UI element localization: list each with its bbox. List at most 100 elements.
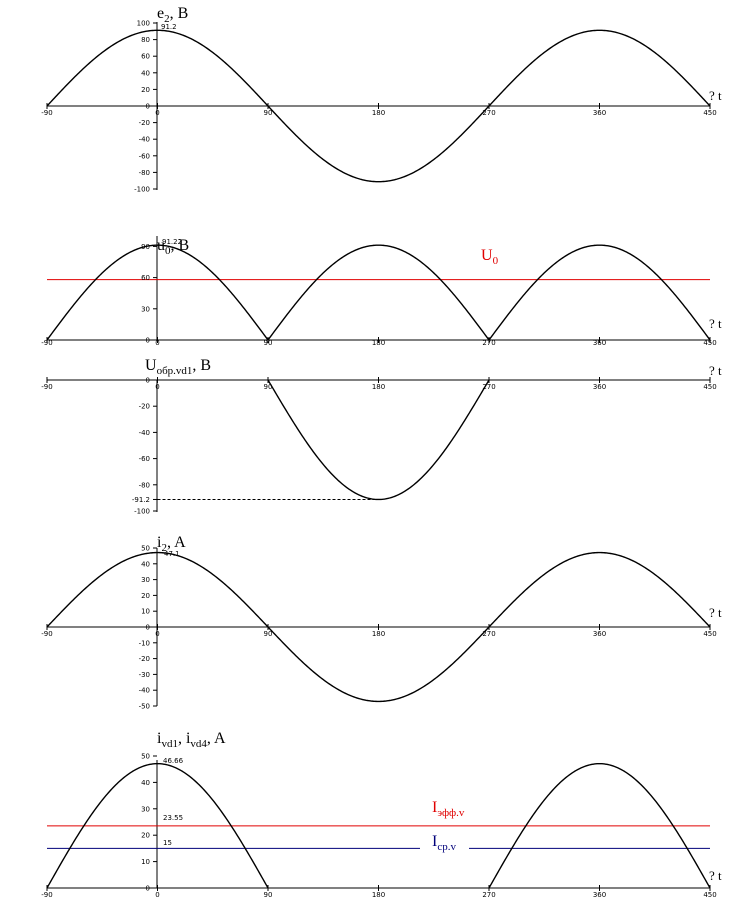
ivd-xlabel: ? t (709, 868, 722, 883)
ureverse-y-tick-label: -80 (139, 481, 150, 489)
e2-y-tick-label: -100 (134, 186, 150, 194)
e2-y-tick-label: -80 (139, 169, 150, 177)
e2-y-tick-label: 60 (141, 53, 150, 61)
ureverse-xlabel: ? t (709, 363, 722, 378)
u0-y-tick-label: 0 (146, 337, 150, 345)
e2-curve (46, 29, 711, 183)
u0-x-tick-label: 0 (155, 339, 159, 347)
ureverse-y-tick-label: -20 (139, 403, 150, 411)
e2-y-tick-label: 100 (137, 20, 150, 28)
ivd-y-tick-label: 40 (141, 779, 150, 787)
e2-x-tick-label: 180 (372, 109, 385, 117)
ivd-x-tick-label: 270 (482, 891, 495, 899)
ivd-y-tick-label: 0 (146, 885, 150, 893)
e2-y-tick-label: -20 (139, 119, 150, 127)
e2-x-tick-label: 450 (703, 109, 716, 117)
u0-y-tick-label: 60 (141, 274, 150, 282)
i2-y-tick-label: -50 (139, 703, 150, 711)
ureverse-x-tick-label: 450 (703, 383, 716, 391)
ureverse-y-tick-label: -100 (134, 508, 150, 516)
ureverse-x-tick-label: 0 (155, 383, 159, 391)
ivd-avg-label: Icp.v (432, 833, 456, 853)
ureverse-y-tick-label: -91.2 (132, 496, 150, 504)
u0-x-tick-label: -90 (41, 339, 52, 347)
ivd1-curve (46, 762, 269, 889)
i2-y-tick-label: 20 (141, 592, 150, 600)
i2-xlabel: ? t (709, 605, 722, 620)
u0-x-tick-label: 450 (703, 339, 716, 347)
ivd-peak-label: 46.66 (163, 757, 184, 765)
i2-y-tick-label: 10 (141, 608, 150, 616)
ureverse-x-tick-label: 360 (593, 383, 606, 391)
e2-y-tick-label: -60 (139, 152, 150, 160)
i2-x-tick-label: 0 (155, 630, 159, 638)
i2-y-tick-label: -20 (139, 655, 150, 663)
ivd-y-tick-label: 30 (141, 805, 150, 813)
e2-x-tick-label: -90 (41, 109, 52, 117)
i2-y-tick-label: -40 (139, 687, 150, 695)
i2-y-tick-label: 40 (141, 560, 150, 568)
ureverse-y-tick-label: -60 (139, 455, 150, 463)
i2-y-tick-label: -30 (139, 671, 150, 679)
e2-peak-label: 91.2 (161, 23, 177, 31)
u0-curve (46, 244, 711, 342)
i2-x-tick-label: 180 (372, 630, 385, 638)
e2-x-tick-label: 270 (482, 109, 495, 117)
u0-x-tick-label: 360 (593, 339, 606, 347)
e2-x-tick-label: 90 (264, 109, 273, 117)
ureverse-x-tick-label: 90 (264, 383, 273, 391)
u0-x-tick-label: 180 (372, 339, 385, 347)
panel-e2: e2, B ? t 91.2 100 80 60 40 20 0 -20 -40 -60 -80 -… (41, 5, 722, 194)
i2-x-tick-label: 450 (703, 630, 716, 638)
e2-y-tick-label: 80 (141, 36, 150, 44)
ivd-x-tick-label: 0 (155, 891, 159, 899)
ivd-avg-value-label: 15 (163, 839, 172, 847)
u0-xlabel: ? t (709, 316, 722, 331)
ureverse-x-tick-label: -90 (41, 383, 52, 391)
ivd-x-tick-label: 360 (593, 891, 606, 899)
ivd-x-tick-label: 450 (703, 891, 716, 899)
ivd-y-tick-label: 50 (141, 753, 150, 761)
u0-x-tick-label: 270 (482, 339, 495, 347)
i2-curve (46, 551, 711, 703)
ureverse-y-tick-label: -40 (139, 429, 150, 437)
e2-y-tick-label: -40 (139, 136, 150, 144)
u0-mean-label: U0 (481, 247, 499, 267)
u0-peak-label: 91.22 (162, 238, 182, 246)
i2-y-tick-label: 30 (141, 576, 150, 584)
i2-x-tick-label: -90 (41, 630, 52, 638)
e2-ylabel: e2, B (157, 5, 188, 25)
ivd4-curve (488, 762, 711, 889)
panel-ureverse: Uобр.vd1, B ? t 0 -20 -40 -60 -80 -91.2 -100 -… (41, 357, 722, 516)
ureverse-curve (267, 379, 490, 501)
i2-y-tick-label: 50 (141, 545, 150, 553)
e2-xlabel: ? t (709, 88, 722, 103)
panel-ivd: ivd1, ivd4, A ? t 46.66 23.55 15 Iэфф.v … (41, 730, 722, 899)
i2-x-tick-label: 90 (264, 630, 273, 638)
i2-x-tick-label: 360 (593, 630, 606, 638)
e2-y-tick-label: 40 (141, 69, 150, 77)
ivd-ylabel: ivd1, ivd4, A (157, 730, 226, 750)
ureverse-x-tick-label: 270 (482, 383, 495, 391)
ivd-x-tick-label: 90 (264, 891, 273, 899)
ureverse-ylabel: Uобр.vd1, B (145, 357, 211, 377)
e2-x-tick-label: 0 (155, 109, 159, 117)
ivd-y-tick-label: 10 (141, 858, 150, 866)
ivd-x-tick-label: 180 (372, 891, 385, 899)
ivd-rms-label: Iэфф.v (432, 799, 465, 819)
e2-y-tick-label: 0 (146, 103, 150, 111)
i2-y-tick-label: 0 (146, 624, 150, 632)
e2-x-tick-label: 360 (593, 109, 606, 117)
ureverse-x-tick-label: 180 (372, 383, 385, 391)
i2-x-tick-label: 270 (482, 630, 495, 638)
ivd-rms-value-label: 23.55 (163, 814, 183, 822)
panel-i2: i2, A ? t 47.1 50403020100-10-20-30-40-5… (41, 534, 722, 711)
i2-y-tick-label: -10 (139, 639, 150, 647)
ureverse-y-tick-label: 0 (146, 377, 150, 385)
ivd-x-tick-label: -90 (41, 891, 52, 899)
ivd-y-tick-label: 20 (141, 832, 150, 840)
u0-y-tick-label: 30 (141, 305, 150, 313)
u0-x-tick-label: 90 (264, 339, 273, 347)
